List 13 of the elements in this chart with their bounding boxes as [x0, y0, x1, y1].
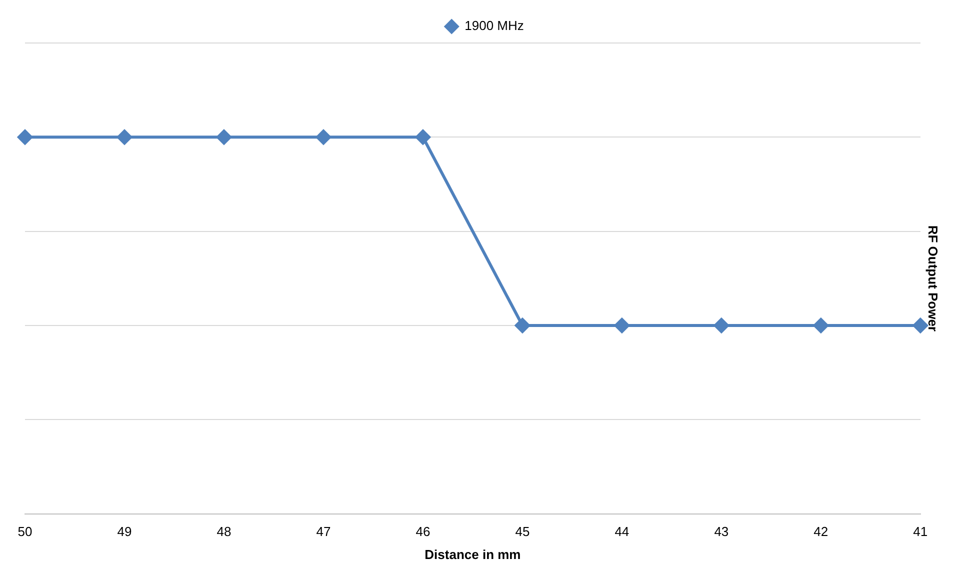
x-tick-label: 50: [18, 524, 32, 540]
x-tick-label: 47: [316, 524, 331, 540]
x-tick-label: 41: [913, 524, 928, 540]
x-tick-label: 48: [216, 524, 232, 540]
y-axis-title: RF Output Power: [926, 225, 941, 332]
x-tick-label: 46: [416, 524, 430, 540]
x-tick-label: 44: [614, 524, 630, 540]
x-tick-label: 42: [814, 524, 828, 540]
x-tick-label: 49: [117, 524, 132, 540]
x-tick-label: 45: [515, 524, 530, 540]
x-axis-title: Distance in mm: [424, 546, 521, 562]
legend-label: 1900 MHz: [464, 18, 524, 34]
x-tick-label: 43: [714, 524, 729, 540]
